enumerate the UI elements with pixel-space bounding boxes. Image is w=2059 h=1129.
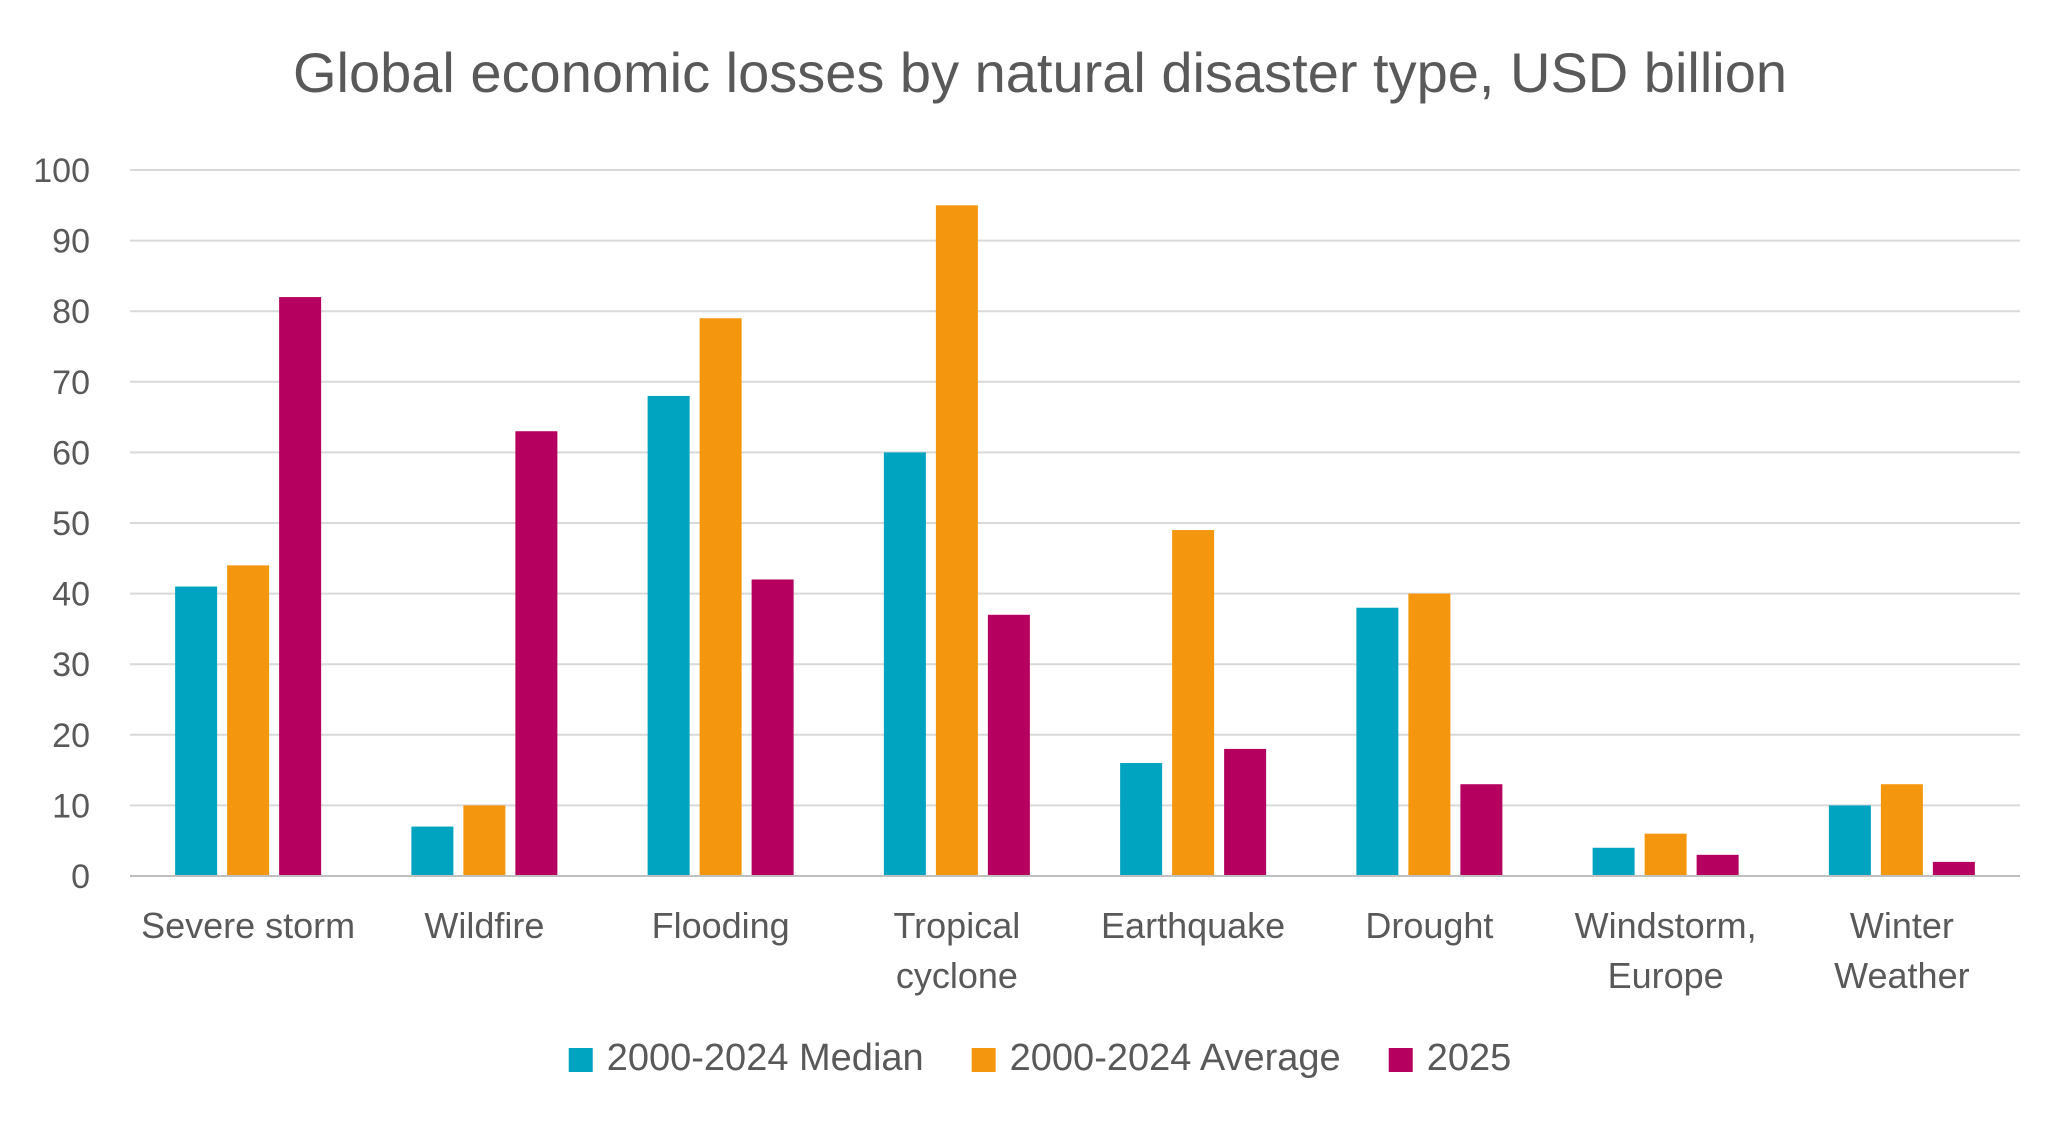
- bar-2000-2024-average: [1880, 784, 1923, 876]
- bar-2025: [751, 579, 794, 876]
- x-category-label-line: Earthquake: [1101, 905, 1285, 946]
- bar-2000-2024-average: [1408, 593, 1451, 876]
- y-tick-label: 0: [71, 858, 90, 896]
- x-category-label: Flooding: [652, 905, 790, 946]
- y-tick-label: 90: [52, 223, 90, 261]
- y-tick-label: 70: [52, 364, 90, 402]
- x-category-label-line: Severe storm: [141, 905, 355, 946]
- y-tick-label: 50: [52, 505, 90, 543]
- bar-2000-2024-median: [1120, 763, 1163, 876]
- bar-2025: [515, 431, 558, 876]
- y-tick-label: 40: [52, 576, 90, 614]
- y-axis-ticks: 0 10 20 30 40 50 60 70 80 90 100: [33, 152, 90, 896]
- y-tick-label: 60: [52, 434, 90, 472]
- bars: [175, 205, 1975, 877]
- gridlines: [130, 169, 2020, 877]
- x-category-label-line: Europe: [1608, 955, 1724, 996]
- x-category-label: Tropical cyclone: [894, 905, 1021, 996]
- bar-2000-2024-average: [699, 318, 742, 876]
- legend-swatch: [568, 1048, 593, 1072]
- legend-label: 2000-2024 Median: [607, 1037, 924, 1079]
- y-tick-label: 80: [52, 293, 90, 331]
- y-tick-label: 10: [52, 787, 90, 825]
- x-category-label-line: Winter: [1850, 905, 1954, 946]
- bar-2000-2024-average: [1644, 833, 1687, 876]
- x-category-label: Drought: [1365, 905, 1493, 946]
- x-category-label: Severe storm: [141, 905, 355, 946]
- bar-2025: [1696, 854, 1739, 876]
- y-tick-label: 20: [52, 717, 90, 755]
- y-tick-label: 30: [52, 646, 90, 684]
- x-category-label: Earthquake: [1101, 905, 1285, 946]
- bar-2000-2024-average: [1172, 530, 1215, 876]
- x-category-label-line: Flooding: [652, 905, 790, 946]
- x-category-label: Winter Weather: [1834, 905, 1969, 996]
- bar-2025: [1224, 748, 1267, 876]
- x-category-label-line: Windstorm,: [1575, 905, 1757, 946]
- bar-2000-2024-median: [175, 586, 218, 876]
- bar-2025: [1932, 861, 1975, 876]
- x-category-label-line: Wildfire: [424, 905, 544, 946]
- bar-2000-2024-median: [1828, 805, 1871, 876]
- bar-2000-2024-average: [935, 205, 978, 877]
- x-category-label-line: Tropical: [894, 905, 1021, 946]
- x-category-label: Wildfire: [424, 905, 544, 946]
- bar-2000-2024-median: [411, 826, 454, 876]
- legend-swatch: [1388, 1048, 1413, 1072]
- bar-2025: [279, 297, 322, 877]
- bar-2000-2024-average: [463, 805, 506, 876]
- legend: 2000-2024 Median 2000-2024 Average 2025: [568, 1037, 1512, 1079]
- bar-2000-2024-median: [1356, 607, 1399, 876]
- bar-2000-2024-median: [1592, 847, 1635, 876]
- y-tick-label: 100: [33, 152, 90, 190]
- legend-swatch: [971, 1048, 996, 1072]
- x-category-label-line: Drought: [1365, 905, 1493, 946]
- x-axis-categories: Severe storm Wildfire Flooding Tropical cycl…: [141, 905, 1970, 996]
- x-category-label-line: Weather: [1834, 955, 1969, 996]
- legend-label: 2025: [1427, 1037, 1512, 1079]
- bar-2025: [1460, 784, 1503, 876]
- bar-2000-2024-median: [647, 395, 690, 876]
- x-category-label-line: cyclone: [896, 955, 1018, 996]
- bar-2025: [987, 614, 1030, 876]
- legend-label: 2000-2024 Average: [1010, 1037, 1341, 1079]
- x-category-label: Windstorm, Europe: [1575, 905, 1757, 996]
- bar-2000-2024-average: [227, 565, 270, 876]
- chart-title: Global economic losses by natural disast…: [293, 41, 1787, 104]
- bar-2000-2024-median: [883, 452, 926, 876]
